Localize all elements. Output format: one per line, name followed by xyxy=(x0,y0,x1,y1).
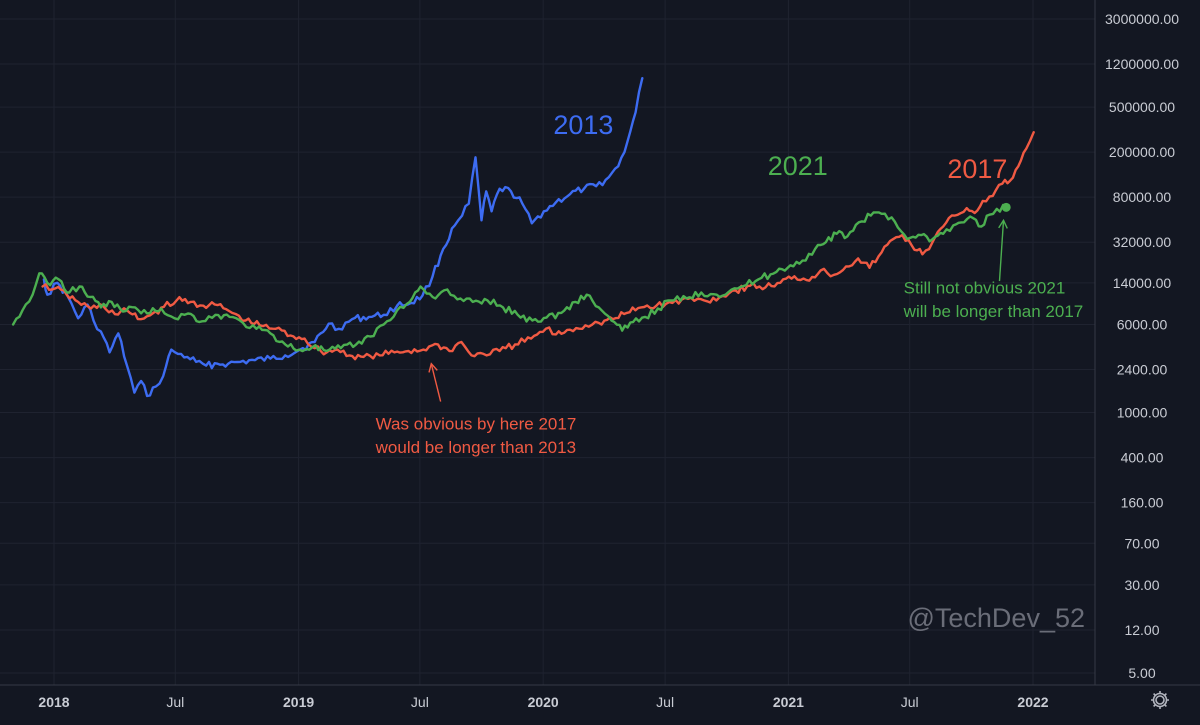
gear-icon xyxy=(1151,691,1169,709)
annotation-text: will be longer than 2017 xyxy=(903,302,1084,321)
time-tick-label: 2021 xyxy=(773,694,804,710)
chart-settings-button[interactable] xyxy=(1146,686,1174,714)
series-label-2013: 2013 xyxy=(553,110,613,140)
annotation-arrow-shaft xyxy=(430,363,442,402)
series-endpoint-marker xyxy=(1001,202,1011,212)
price-tick-label: 70.00 xyxy=(1124,535,1159,551)
time-tick-label: 2018 xyxy=(38,694,69,710)
grid xyxy=(0,0,1095,685)
price-tick-label: 400.00 xyxy=(1121,450,1164,466)
watermark: @TechDev_52 xyxy=(907,603,1085,633)
time-tick-label: Jul xyxy=(166,694,184,710)
price-tick-label: 14000.00 xyxy=(1113,275,1172,291)
price-tick-label: 32000.00 xyxy=(1113,234,1172,250)
time-axis[interactable]: 2018 Jul 2019 Jul 2020 Jul 2021 Jul 2022 xyxy=(38,694,1048,710)
price-tick-label: 30.00 xyxy=(1124,577,1159,593)
price-tick-label: 3000000.00 xyxy=(1105,11,1179,27)
price-tick-label: 2400.00 xyxy=(1117,362,1168,378)
annotation-text: Still not obvious 2021 xyxy=(904,278,1066,297)
price-tick-label: 6000.00 xyxy=(1117,316,1168,332)
series-label-2021: 2021 xyxy=(768,151,828,181)
time-tick-label: 2020 xyxy=(528,694,559,710)
time-tick-label: Jul xyxy=(901,694,919,710)
annotation-arrow-head xyxy=(428,362,438,373)
series-label-2017: 2017 xyxy=(947,154,1007,184)
annotations: 2013 2017 2021 Was obvious by here 2017 woul… xyxy=(375,110,1085,633)
series-lines xyxy=(11,77,1035,398)
time-tick-label: 2022 xyxy=(1017,694,1048,710)
price-tick-label: 200000.00 xyxy=(1109,144,1175,160)
price-tick-label: 160.00 xyxy=(1121,495,1164,511)
price-tick-label: 1000.00 xyxy=(1117,405,1168,421)
price-tick-label: 80000.00 xyxy=(1113,189,1172,205)
series-line-2021 xyxy=(11,203,1008,353)
series-line-2017 xyxy=(41,131,1035,361)
series-line-2013 xyxy=(42,77,644,398)
time-tick-label: 2019 xyxy=(283,694,314,710)
time-tick-label: Jul xyxy=(411,694,429,710)
price-tick-label: 1200000.00 xyxy=(1105,56,1179,72)
time-tick-label: Jul xyxy=(656,694,674,710)
annotation-arrow-head xyxy=(998,218,1008,229)
price-tick-label: 5.00 xyxy=(1128,665,1155,681)
annotation-text: would be longer than 2013 xyxy=(375,438,576,457)
price-axis[interactable]: 3000000.00 1200000.00 500000.00 200000.00 80… xyxy=(1105,11,1179,681)
price-tick-label: 500000.00 xyxy=(1109,99,1175,115)
price-tick-label: 12.00 xyxy=(1124,622,1159,638)
annotation-arrow-shaft xyxy=(998,220,1005,282)
annotation-text: Was obvious by here 2017 xyxy=(376,414,577,433)
